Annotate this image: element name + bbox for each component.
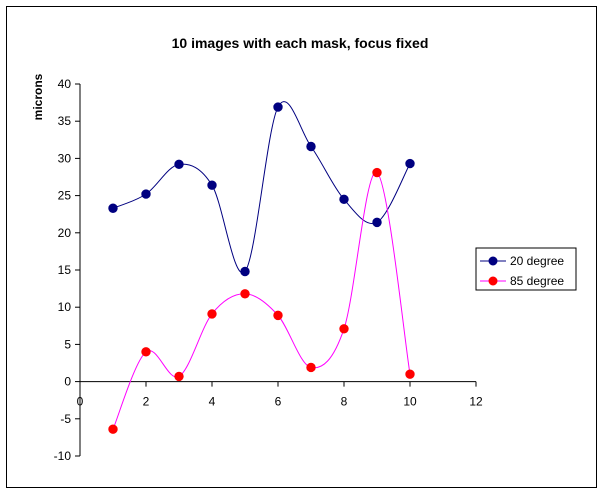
data-point bbox=[108, 203, 118, 213]
data-point bbox=[273, 310, 283, 321]
x-tick-label: 2 bbox=[143, 395, 150, 409]
y-tick-label: -5 bbox=[60, 412, 71, 426]
data-point bbox=[207, 180, 217, 190]
data-point bbox=[240, 289, 250, 299]
x-tick-label: 12 bbox=[469, 395, 483, 409]
legend-marker bbox=[488, 256, 498, 266]
x-tick-label: 4 bbox=[209, 395, 216, 409]
data-point bbox=[405, 369, 415, 379]
data-point bbox=[273, 102, 283, 112]
series-line bbox=[112, 101, 411, 274]
data-point bbox=[372, 217, 382, 228]
plot-series bbox=[108, 101, 415, 434]
legend-label: 20 degree bbox=[510, 254, 564, 268]
chart-title: 10 images with each mask, focus fixed bbox=[172, 35, 429, 51]
y-tick-label: 5 bbox=[64, 337, 71, 351]
legend-label: 85 degree bbox=[510, 274, 564, 288]
y-tick-label: 35 bbox=[58, 114, 72, 128]
y-tick-label: -10 bbox=[54, 449, 72, 463]
chart-frame bbox=[6, 6, 597, 488]
x-tick-label: 6 bbox=[275, 395, 282, 409]
data-point bbox=[240, 266, 250, 277]
x-tick-label: 8 bbox=[341, 395, 348, 409]
series-85-degree bbox=[108, 167, 415, 434]
data-point bbox=[306, 362, 316, 373]
data-point bbox=[174, 159, 184, 170]
y-tick-label: 20 bbox=[58, 226, 72, 240]
y-tick-label: 0 bbox=[64, 375, 71, 389]
y-tick-label: 40 bbox=[58, 77, 72, 91]
y-tick-label: 30 bbox=[58, 151, 72, 165]
legend-marker bbox=[488, 276, 498, 286]
y-tick-label: 25 bbox=[58, 189, 72, 203]
x-tick-label: 10 bbox=[403, 395, 417, 409]
series-line bbox=[112, 172, 411, 430]
axes: -10 -5 0 5 10 15 20 25 30 35 40 0 2 4 6 8 10 12 bbox=[54, 77, 483, 463]
legend: 20 degree 85 degree bbox=[475, 247, 577, 291]
data-point bbox=[372, 167, 382, 178]
series-20-degree bbox=[108, 101, 415, 277]
data-point bbox=[339, 194, 349, 205]
y-tick-label: 15 bbox=[58, 263, 72, 277]
data-point bbox=[207, 309, 217, 319]
y-tick-label: 10 bbox=[58, 300, 72, 314]
data-point bbox=[405, 158, 415, 169]
data-point bbox=[141, 347, 151, 357]
data-point bbox=[141, 189, 151, 199]
data-point bbox=[174, 371, 184, 382]
data-point bbox=[108, 424, 118, 434]
x-tick-label: 0 bbox=[77, 395, 84, 409]
data-point bbox=[339, 324, 349, 334]
y-axis-label: microns bbox=[31, 73, 45, 120]
data-point bbox=[306, 141, 316, 152]
